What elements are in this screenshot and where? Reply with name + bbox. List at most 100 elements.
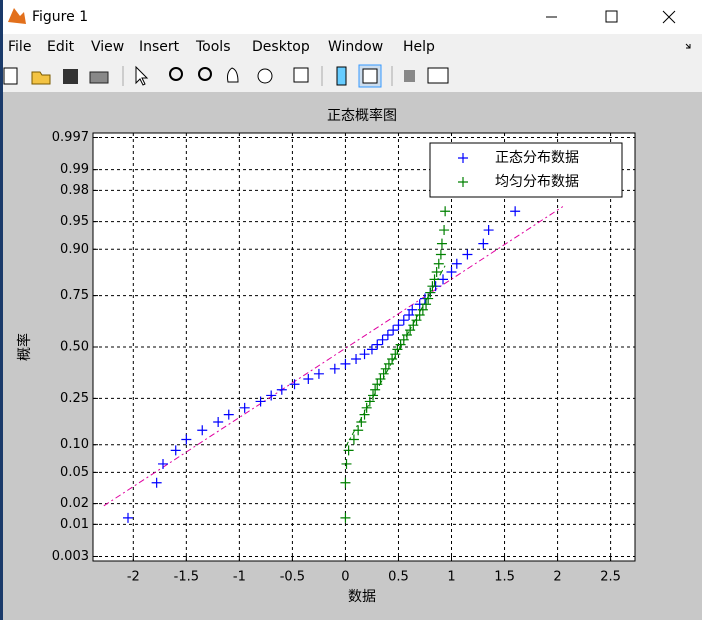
pointer-icon[interactable]: [135, 65, 149, 86]
close-button[interactable]: [662, 10, 676, 24]
data-point: [429, 274, 440, 285]
data-point: [123, 512, 134, 523]
window-title: Figure 1: [32, 9, 88, 25]
y-tick-label: 0.98: [60, 183, 89, 198]
data-point: [451, 258, 462, 269]
data-point: [197, 425, 208, 436]
pan-icon[interactable]: [227, 67, 239, 83]
data-point: [359, 349, 370, 360]
legend-box: [429, 142, 623, 198]
data-point: [439, 225, 450, 236]
maximize-button[interactable]: [605, 10, 618, 23]
legend-label: 均匀分布数据: [495, 174, 579, 190]
data-point: [348, 434, 359, 445]
y-axis-label: 概率: [16, 333, 33, 361]
data-point: [378, 368, 389, 379]
data-point: [303, 373, 314, 384]
menu-item[interactable]: View: [91, 39, 124, 55]
data-point: [433, 258, 444, 269]
rotate-icon[interactable]: [257, 68, 273, 84]
menu-toolbar-area: [0, 34, 702, 92]
y-tick-label: 0.02: [60, 496, 89, 511]
data-point: [390, 349, 401, 360]
y-tick-label: 0.10: [60, 437, 89, 452]
colorbar-icon[interactable]: [336, 66, 347, 86]
data-point: [276, 384, 287, 395]
data-point: [266, 390, 277, 401]
data-point: [388, 325, 399, 336]
menu-item[interactable]: Desktop: [252, 39, 310, 55]
data-point: [366, 344, 377, 355]
axes-frame: [92, 132, 636, 562]
menu-item[interactable]: Edit: [47, 39, 75, 55]
y-tick-label: 0.003: [52, 549, 89, 564]
y-tick-label: 0.75: [60, 288, 89, 303]
legend-label: 正态分布数据: [495, 150, 579, 166]
hide-tools-icon[interactable]: [404, 70, 415, 82]
print-icon[interactable]: [89, 71, 109, 84]
x-tick-label: 1: [447, 570, 455, 585]
toolbar: [3, 64, 449, 88]
data-point: [417, 304, 428, 315]
menu-item[interactable]: Tools: [195, 39, 231, 55]
app-icon: [8, 8, 26, 24]
x-tick-label: 2: [553, 570, 561, 585]
data-point: [151, 477, 162, 488]
data-point: [340, 477, 351, 488]
data-point: [353, 425, 364, 436]
x-tick-label: 0.5: [388, 570, 409, 585]
data-point: [440, 206, 451, 217]
y-tick-label: 0.05: [60, 465, 89, 480]
data-point: [364, 396, 375, 407]
menu-item[interactable]: Insert: [139, 39, 180, 55]
data-point: [377, 334, 388, 345]
x-axis-label: 数据: [348, 589, 376, 605]
data-point: [421, 299, 432, 310]
menu-item[interactable]: File: [8, 39, 31, 55]
legend-marker: [458, 177, 468, 187]
data-point: [407, 304, 418, 315]
data-point: [351, 353, 362, 364]
data-point: [375, 373, 386, 384]
datacursor-icon[interactable]: [293, 67, 309, 83]
data-point: [414, 310, 425, 321]
zoom-in-icon[interactable]: [169, 67, 183, 81]
data-point: [359, 409, 370, 420]
data-point: [170, 445, 181, 456]
data-point: [382, 330, 393, 341]
data-point: [368, 390, 379, 401]
y-tick-label: 0.25: [60, 391, 89, 406]
data-point: [158, 458, 169, 469]
legend-marker: [458, 153, 468, 163]
data-point: [483, 225, 494, 236]
data-point: [510, 206, 521, 217]
data-point: [423, 293, 434, 304]
data-point: [223, 409, 234, 420]
open-icon[interactable]: [31, 71, 51, 85]
data-point: [435, 249, 446, 260]
show-tools-icon[interactable]: [427, 67, 449, 84]
window-border: [0, 0, 3, 620]
menu-item[interactable]: Window: [328, 39, 383, 55]
menu-arrow[interactable]: [685, 43, 691, 49]
save-icon[interactable]: [63, 69, 78, 84]
menu-item[interactable]: Help: [403, 39, 435, 55]
data-point: [213, 417, 224, 428]
x-tick-label: 2.5: [600, 570, 621, 585]
data-point: [239, 402, 250, 413]
y-tick-label: 0.95: [60, 214, 89, 229]
data-point: [425, 287, 436, 298]
zoom-out-icon[interactable]: [198, 67, 212, 81]
legend-icon-inner: [362, 68, 378, 84]
data-point: [372, 379, 383, 390]
y-tick-label: 0.99: [60, 162, 89, 177]
x-tick-label: 1.5: [494, 570, 515, 585]
data-point: [289, 379, 300, 390]
new-icon[interactable]: [3, 67, 18, 85]
x-tick-label: 0: [341, 570, 349, 585]
data-point: [341, 458, 352, 469]
x-tick-label: -1: [233, 570, 246, 585]
data-point: [343, 445, 354, 456]
